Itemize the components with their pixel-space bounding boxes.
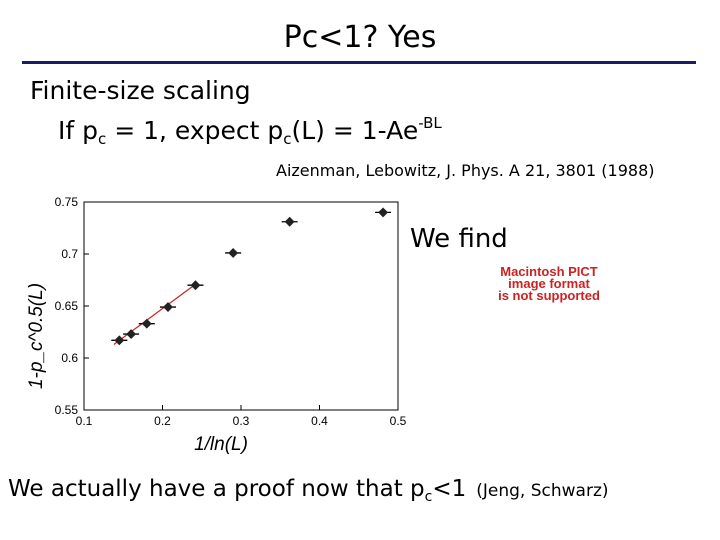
formula-prefix: If p <box>58 116 98 145</box>
data-point <box>114 335 125 346</box>
slide-title: Pc<1? Yes <box>283 20 437 55</box>
x-tick-label: 0.1 <box>76 414 93 428</box>
x-tick-label: 0.5 <box>390 414 407 428</box>
data-point <box>228 248 239 258</box>
formula-exponent: -BL <box>418 114 442 132</box>
bottom-text: We actually have a proof now that p <box>8 476 425 502</box>
title-underline <box>22 61 696 64</box>
y-tick-label: 0.7 <box>61 247 78 261</box>
x-tick-label: 0.3 <box>233 414 250 428</box>
formula-mid: = 1, expect p <box>106 116 284 145</box>
data-point <box>141 318 152 329</box>
fit-line <box>113 282 198 345</box>
we-find-label: We find <box>410 224 508 254</box>
plot-frame <box>83 201 399 411</box>
x-axis-label: 1/ln(L) <box>194 434 248 455</box>
data-point <box>378 207 389 218</box>
pict-line-3: is not supported <box>498 288 600 303</box>
heading: Finite-size scaling <box>30 76 251 105</box>
pict-line-2: image format <box>508 276 590 291</box>
data-point <box>163 302 173 312</box>
data-point <box>190 280 201 291</box>
formula-rest: (L) = 1-Ae <box>291 116 419 145</box>
x-tick-label: 0.4 <box>311 414 328 428</box>
y-tick-label: 0.75 <box>55 195 79 209</box>
formula-sub-2: c <box>283 130 292 148</box>
unsupported-image-placeholder: Macintosh PICT image format is not suppo… <box>498 264 600 303</box>
scatter-chart: 0.1 0.2 0.3 0.4 0.5 0.55 0.6 0.65 0.7 0.75 1/ln(L)… <box>26 195 407 455</box>
x-tick-label: 0.2 <box>154 414 171 428</box>
y-tick-label: 0.55 <box>55 403 79 417</box>
citation: Aizenman, Lebowitz, J. Phys. A 21, 3801 … <box>276 161 655 180</box>
y-axis-label: 1-p_c^0.5(L) <box>26 283 47 389</box>
data-point <box>284 216 295 227</box>
bottom-sub: c <box>424 489 433 505</box>
bottom-after: <1 <box>432 476 467 502</box>
formula-sub-1: c <box>98 130 107 148</box>
bottom-attribution: (Jeng, Schwarz) <box>476 481 609 501</box>
formula-line: If pc = 1, expect pc(L) = 1-Ae-BL <box>58 114 442 148</box>
data-point <box>126 329 137 340</box>
y-tick-label: 0.6 <box>61 351 78 365</box>
bottom-statement: We actually have a proof now that pc<1 (J… <box>8 476 609 505</box>
y-tick-label: 0.65 <box>55 299 79 313</box>
pict-line-1: Macintosh PICT <box>500 264 598 279</box>
